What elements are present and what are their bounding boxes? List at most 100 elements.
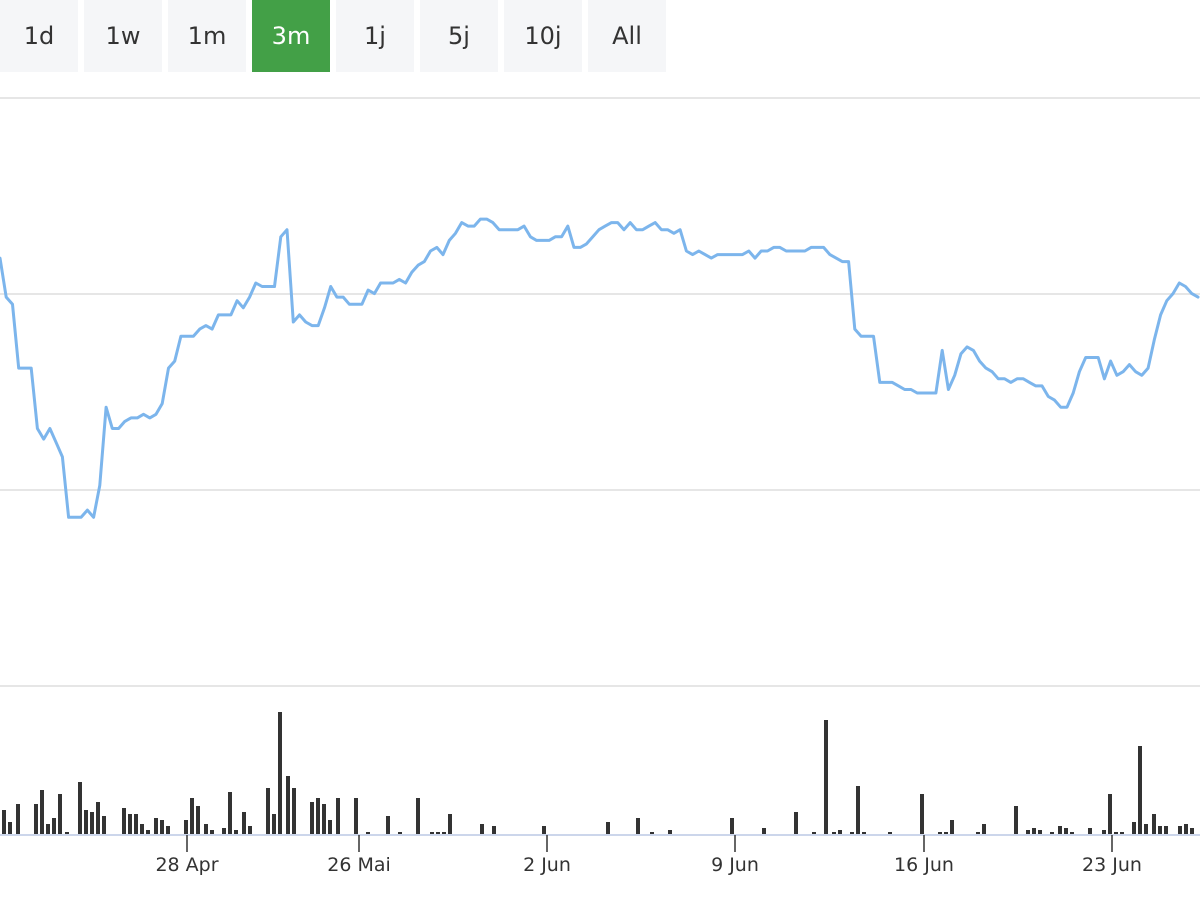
range-selector: 1d 1w 1m 3m 1j 5j 10j All [0,0,666,72]
volume-bar [982,824,986,834]
volume-bar [944,832,948,834]
range-button-5j[interactable]: 5j [420,0,498,72]
volume-bar [2,810,6,834]
volume-bar [90,812,94,834]
volume-bar [146,830,150,834]
volume-bar [762,828,766,834]
volume-bar [248,826,252,834]
volume-bar [1032,828,1036,834]
x-axis: 28 Apr 26 Mai 2 Jun 9 Jun 16 Jun 23 Jun [0,834,1200,876]
x-tick-label: 23 Jun [1082,854,1142,876]
volume-bar [1184,824,1188,834]
volume-bar [436,832,440,834]
volume-bar [52,818,56,834]
volume-bar [542,826,546,834]
range-button-1m[interactable]: 1m [168,0,246,72]
volume-bar [65,832,69,834]
volume-bar [430,832,434,834]
range-button-10j[interactable]: 10j [504,0,582,72]
volume-bar [190,798,194,834]
volume-bar [650,832,654,834]
volume-bar [1038,830,1042,834]
volume-bar [1152,814,1156,834]
volume-bar [1058,826,1062,834]
volume-bar [84,810,88,834]
volume-bar [322,804,326,834]
volume-bar [8,822,12,834]
volume-bar [862,832,866,834]
volume-bar [196,806,200,834]
volume-bar [1158,826,1162,834]
volume-bar [122,808,126,834]
volume-bar [154,818,158,834]
volume-bar [1144,824,1148,834]
volume-bar [920,794,924,834]
volume-bar [832,832,836,834]
volume-bar [134,814,138,834]
volume-bar [824,720,828,834]
volume-bar [140,824,144,834]
x-tick-label: 9 Jun [711,854,759,876]
volume-bar [976,832,980,834]
volume-bar [210,830,214,834]
volume-bar [184,820,188,834]
volume-bar [1070,832,1074,834]
volume-bar [1108,794,1112,834]
volume-bar [668,830,672,834]
volume-bar [160,820,164,834]
volume-bar [96,802,100,834]
volume-bar [442,832,446,834]
volume-bar [228,792,232,834]
price-line-series [0,217,1200,519]
volume-bar [636,818,640,834]
volume-bar [606,822,610,834]
volume-bar [1178,826,1182,834]
volume-bar [1102,830,1106,834]
volume-bar [794,812,798,834]
volume-bar [1014,806,1018,834]
volume-bar [286,776,290,834]
volume-bar [1132,822,1136,834]
volume-bar [1050,832,1054,834]
volume-bar [278,712,282,834]
volume-bar [222,828,226,834]
volume-bar [386,816,390,834]
volume-bar [102,816,106,834]
volume-bar [46,824,50,834]
volume-bar [78,782,82,834]
range-button-1d[interactable]: 1d [0,0,78,72]
volume-bar [128,814,132,834]
volume-bar [812,832,816,834]
range-button-1j[interactable]: 1j [336,0,414,72]
range-button-1w[interactable]: 1w [84,0,162,72]
range-button-3m[interactable]: 3m [252,0,330,72]
volume-bar [242,812,246,834]
volume-bar [1088,828,1092,834]
volume-bar [40,790,44,834]
volume-bar [204,824,208,834]
volume-bar [480,824,484,834]
range-button-all[interactable]: All [588,0,666,72]
volume-bar [328,820,332,834]
volume-bar [266,788,270,834]
volume-bar [950,820,954,834]
volume-bar [448,814,452,834]
volume-bar [1064,828,1068,834]
grid-lines [0,97,1200,687]
volume-bar [1120,832,1124,834]
volume-bar [398,832,402,834]
volume-bar [850,832,854,834]
volume-bar [310,802,314,834]
volume-bar [1164,826,1168,834]
x-tick-label: 28 Apr [155,854,218,876]
volume-bar [1138,746,1142,834]
volume-bar [1114,832,1118,834]
volume-bar [58,794,62,834]
x-tick-label: 2 Jun [523,854,571,876]
volume-bar [336,798,340,834]
volume-bar [856,786,860,834]
volume-bar [16,804,20,834]
volume-bar [366,832,370,834]
volume-bar [292,788,296,834]
